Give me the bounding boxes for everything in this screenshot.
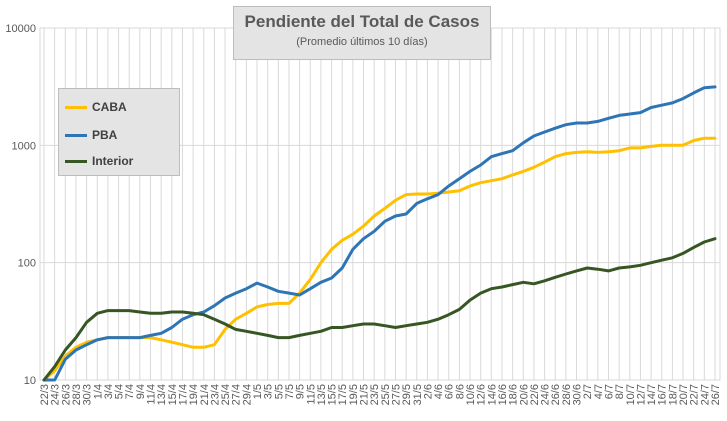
x-tick-label: 24/6 (540, 384, 552, 405)
x-tick-label: 18/7 (667, 384, 679, 405)
x-tick-label: 11/4 (146, 384, 158, 405)
legend-swatch-pba (65, 133, 87, 137)
x-tick-label: 9/5 (295, 384, 307, 399)
x-tick-label: 4/6 (433, 384, 445, 399)
plot-area (39, 27, 721, 381)
x-tick-label: 29/4 (241, 384, 253, 405)
series-line-interior (42, 237, 717, 382)
x-tick-label: 15/5 (327, 384, 339, 405)
x-tick-label: 22/7 (689, 384, 701, 405)
x-tick-label: 23/5 (369, 384, 381, 405)
x-tick-label: 14/7 (646, 384, 658, 405)
x-tick-label: 17/4 (177, 384, 189, 405)
x-tick-label: 16/6 (497, 384, 509, 405)
legend-item-caba: CABA (65, 99, 127, 115)
x-tick-label: 4/7 (593, 384, 605, 399)
x-tick-label: 31/5 (412, 384, 424, 405)
grid (40, 27, 720, 381)
x-tick-label: 7/4 (124, 384, 136, 399)
x-tick-label: 25/4 (220, 384, 232, 405)
x-tick-label: 20/6 (518, 384, 530, 405)
x-tick-label: 1/5 (252, 384, 264, 399)
x-tick-label: 3/5 (263, 384, 275, 399)
legend-item-pba: PBA (65, 127, 117, 143)
y-tick-label: 10 (24, 375, 36, 387)
x-tick-label: 28/3 (71, 384, 83, 405)
x-axis-ticks: 22/324/326/328/330/31/43/45/47/49/411/41… (39, 384, 722, 405)
series-lines (42, 85, 717, 382)
y-tick-label: 100 (18, 258, 36, 270)
x-tick-label: 2/6 (422, 384, 434, 399)
x-tick-label: 24/3 (50, 384, 62, 405)
x-tick-label: 14/6 (486, 384, 498, 405)
x-tick-label: 25/5 (380, 384, 392, 405)
x-tick-label: 10/7 (625, 384, 637, 405)
x-tick-label: 21/5 (359, 384, 371, 405)
x-tick-label: 18/6 (508, 384, 520, 405)
x-tick-label: 13/4 (156, 384, 168, 405)
x-tick-label: 27/4 (231, 384, 243, 405)
x-tick-label: 8/7 (614, 384, 626, 399)
x-tick-label: 29/5 (401, 384, 413, 405)
x-tick-label: 30/6 (572, 384, 584, 405)
x-tick-label: 21/4 (199, 384, 211, 405)
x-tick-label: 26/3 (60, 384, 72, 405)
x-tick-label: 19/4 (188, 384, 200, 405)
y-axis-ticks: 10 100 1000 10000 (5, 23, 36, 387)
x-tick-label: 26/6 (550, 384, 562, 405)
x-tick-label: 5/4 (114, 384, 126, 399)
x-tick-label: 30/3 (82, 384, 94, 405)
legend-swatch-interior (65, 159, 87, 163)
legend: CABA PBA Interior (58, 88, 180, 176)
x-tick-label: 2/7 (582, 384, 594, 399)
x-tick-label: 26/7 (710, 384, 722, 405)
chart-title: Pendiente del Total de Casos (244, 12, 480, 31)
x-tick-label: 28/6 (561, 384, 573, 405)
x-tick-label: 15/4 (167, 384, 179, 405)
x-tick-label: 22/6 (529, 384, 541, 405)
x-tick-label: 6/7 (603, 384, 615, 399)
x-tick-label: 16/7 (657, 384, 669, 405)
x-tick-label: 8/6 (454, 384, 466, 399)
x-tick-label: 5/5 (273, 384, 285, 399)
series-line-caba (42, 136, 717, 382)
chart-title-box: Pendiente del Total de Casos (Promedio ú… (233, 6, 491, 60)
series-line-pba (42, 85, 717, 382)
y-tick-label: 10000 (5, 23, 36, 35)
x-tick-label: 23/4 (209, 384, 221, 405)
x-tick-label: 19/5 (348, 384, 360, 405)
x-tick-label: 3/4 (103, 384, 115, 399)
x-tick-label: 13/5 (316, 384, 328, 405)
x-tick-label: 1/4 (92, 384, 104, 399)
x-tick-label: 11/5 (305, 384, 317, 405)
x-tick-label: 17/5 (337, 384, 349, 405)
legend-label-caba: CABA (92, 100, 127, 114)
x-tick-label: 20/7 (678, 384, 690, 405)
x-tick-label: 6/6 (444, 384, 456, 399)
x-tick-label: 24/7 (699, 384, 711, 405)
x-tick-label: 10/6 (465, 384, 477, 405)
x-tick-label: 27/5 (390, 384, 402, 405)
x-tick-label: 22/3 (39, 384, 51, 405)
x-tick-label: 7/5 (284, 384, 296, 399)
y-tick-label: 1000 (12, 140, 36, 152)
legend-swatch-caba (65, 105, 87, 109)
x-tick-label: 12/6 (476, 384, 488, 405)
legend-item-interior: Interior (65, 153, 133, 169)
chart-subtitle: (Promedio últimos 10 días) (296, 36, 428, 48)
x-tick-label: 9/4 (135, 384, 147, 399)
x-tick-label: 12/7 (635, 384, 647, 405)
legend-label-interior: Interior (92, 154, 134, 168)
legend-label-pba: PBA (92, 128, 118, 142)
